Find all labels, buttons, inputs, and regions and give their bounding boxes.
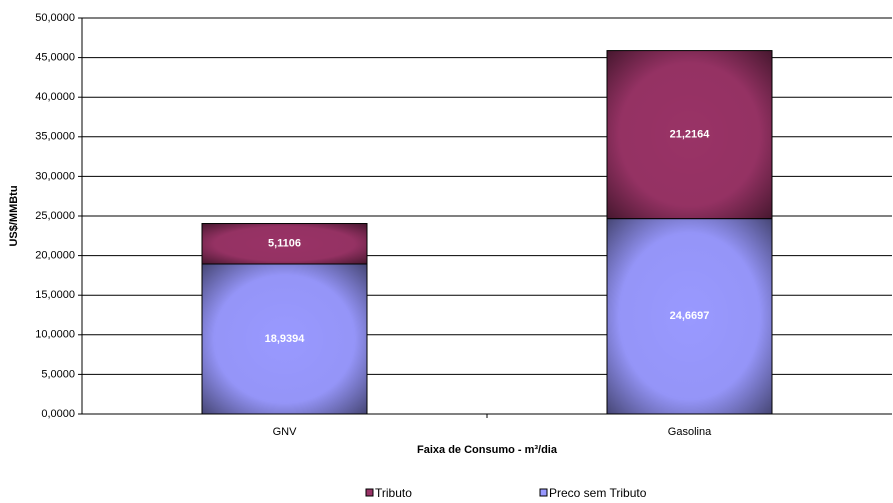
- x-axis-title: Faixa de Consumo - m³/dia: [417, 444, 558, 456]
- data-label: 24,6697: [670, 310, 710, 322]
- y-tick-label: 30,0000: [35, 170, 75, 182]
- bar-shade: [201, 223, 368, 265]
- x-tick-label: Gasolina: [668, 426, 712, 438]
- y-tick-label: 25,0000: [35, 210, 75, 222]
- legend-label: Preco sem Tributo: [549, 486, 647, 500]
- y-tick-label: 45,0000: [35, 52, 75, 64]
- y-tick-label: 50,0000: [35, 12, 75, 24]
- x-tick-label: GNV: [273, 426, 298, 438]
- y-tick-label: 40,0000: [35, 91, 75, 103]
- data-label: 21,2164: [670, 129, 711, 141]
- legend-swatch: [365, 488, 374, 497]
- y-tick-label: 0,0000: [41, 408, 75, 420]
- data-label: 5,1106: [268, 238, 301, 250]
- y-tick-label: 35,0000: [35, 131, 75, 143]
- legend-swatch: [539, 488, 548, 497]
- bar-shade: [201, 263, 368, 415]
- legend-label: Tributo: [375, 486, 412, 500]
- y-tick-label: 10,0000: [35, 329, 75, 341]
- data-label: 18,9394: [265, 333, 306, 345]
- y-tick-label: 20,0000: [35, 250, 75, 262]
- y-tick-label: 5,0000: [41, 368, 75, 380]
- bar-shade: [606, 50, 773, 220]
- y-tick-label: 15,0000: [35, 289, 75, 301]
- y-axis-title: US$/MMBtu: [8, 185, 20, 246]
